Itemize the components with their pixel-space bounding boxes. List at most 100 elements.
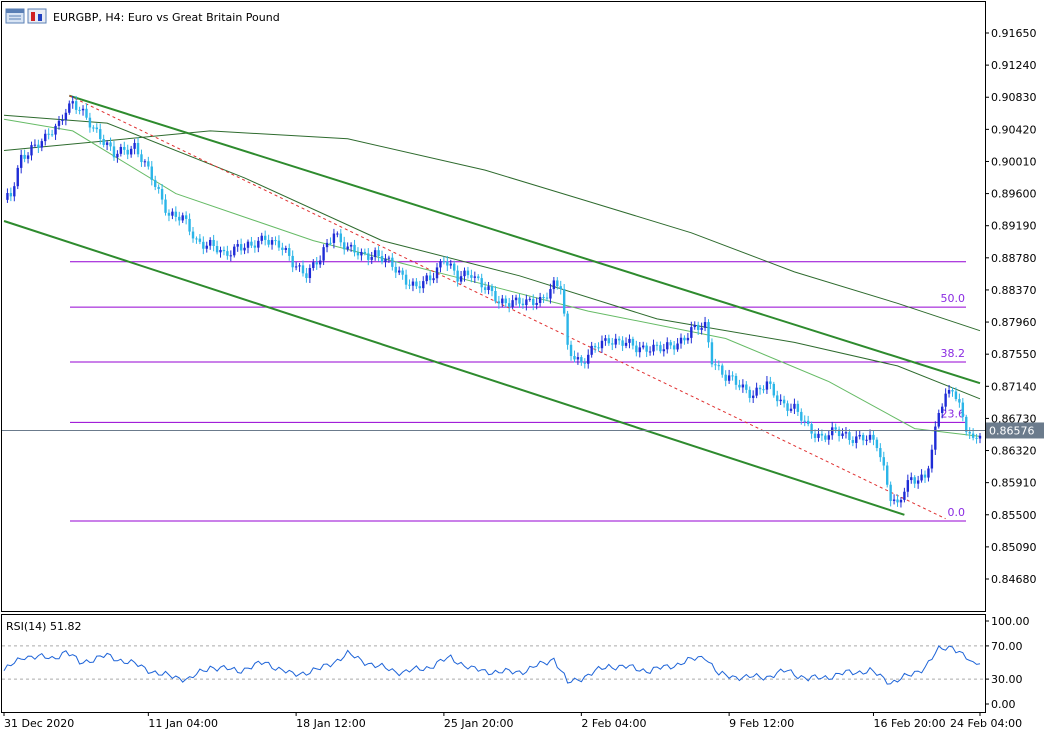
candle-body: [868, 434, 872, 440]
candle-body: [343, 242, 346, 250]
price-label: 0.86730: [991, 412, 1037, 425]
fibonacci-levels: 50.0 38.2 23.6 0.0: [70, 261, 966, 522]
candle-body: [246, 241, 250, 248]
candle-body: [339, 233, 342, 243]
price-label: 0.85090: [991, 541, 1037, 554]
candle-body: [772, 383, 776, 396]
candle-body: [721, 365, 724, 375]
candle-body: [504, 298, 507, 304]
candle-body: [621, 340, 624, 346]
dashed-trend-line: [69, 95, 946, 520]
candle-body: [394, 266, 397, 273]
candle-body: [208, 239, 212, 246]
channel-upper-line: [68, 94, 981, 385]
candle-body: [222, 249, 226, 252]
moving-average-fast: [3, 118, 981, 437]
candle-body: [391, 257, 394, 267]
candle-body: [136, 142, 140, 155]
candle-body: [154, 179, 157, 187]
candle-body: [140, 154, 143, 163]
time-label: 16 Feb 20:00: [873, 717, 945, 730]
candle-body: [501, 298, 504, 304]
candle-body: [951, 390, 954, 392]
candle-body: [569, 344, 573, 357]
candle-body: [717, 365, 721, 367]
candle-body: [831, 427, 834, 436]
candle-body: [724, 374, 727, 381]
candle-body: [480, 278, 483, 288]
candle-body: [930, 449, 934, 469]
candle-body: [696, 324, 700, 330]
candle-body: [57, 120, 61, 126]
candle-body: [116, 153, 119, 158]
candle-body: [195, 238, 198, 240]
candle-body: [452, 263, 456, 271]
candle-body: [47, 133, 50, 135]
candle-body: [947, 390, 951, 394]
current-price-box: [986, 422, 1044, 439]
candle-body: [301, 265, 305, 274]
rsi-axis-label: 30.00: [991, 673, 1023, 686]
chart-title: EURGBP, H4: Euro vs Great Britain Pound: [53, 11, 280, 24]
candle-body: [99, 129, 102, 140]
fib-level-label: 23.6: [941, 407, 966, 420]
candle-body: [267, 239, 270, 245]
candle-body: [487, 286, 490, 291]
candle-body: [370, 256, 373, 260]
candle-body: [961, 402, 965, 417]
candle-body: [965, 416, 968, 432]
candle-body: [738, 384, 741, 388]
candle-body: [37, 144, 40, 148]
candle-body: [294, 266, 298, 268]
candle-body: [786, 403, 789, 411]
candle-body: [288, 248, 291, 256]
candle-body: [387, 257, 391, 259]
candle-body: [758, 387, 762, 390]
candle-body: [191, 231, 195, 239]
candle-body: [50, 134, 54, 136]
candle-body: [745, 384, 748, 390]
candle-body: [971, 433, 975, 438]
candle-body: [215, 245, 219, 253]
chart-type-icon[interactable]: [27, 8, 47, 24]
candle-body: [886, 465, 889, 485]
candle-body: [105, 142, 109, 145]
candle-body: [133, 142, 136, 149]
candle-body: [975, 437, 978, 439]
candle-body: [363, 251, 367, 254]
candle-body: [875, 439, 879, 449]
candle-body: [40, 141, 44, 148]
candle-body: [318, 260, 322, 265]
candle-body: [150, 166, 153, 180]
candle-body: [734, 375, 738, 385]
candle-body: [473, 276, 477, 278]
time-label: 25 Jan 20:00: [444, 717, 514, 730]
candle-body: [373, 250, 377, 257]
candle-body: [384, 258, 387, 263]
candle-body: [906, 480, 910, 492]
candle-body: [143, 161, 147, 163]
candle-body: [607, 338, 611, 344]
candle-body: [755, 387, 758, 396]
candle-body: [882, 457, 885, 466]
candle-body: [459, 276, 463, 282]
candle-body: [463, 270, 466, 277]
candle-body: [291, 255, 294, 268]
candle-body: [233, 246, 236, 256]
candle-body: [824, 435, 827, 440]
candle-body: [507, 303, 511, 307]
candle-body: [628, 338, 631, 343]
candle-body: [446, 261, 449, 266]
candle-body: [927, 468, 930, 478]
candle-body: [841, 433, 844, 437]
candle-body: [597, 347, 600, 349]
candle-body: [470, 275, 473, 278]
candle-body: [624, 342, 628, 346]
candle-body: [212, 239, 215, 246]
price-label: 0.90010: [991, 155, 1037, 168]
candle-body: [23, 154, 26, 159]
candle-body: [562, 289, 566, 314]
candle-body: [270, 240, 274, 245]
chart-window-icon[interactable]: [5, 8, 25, 24]
price-label: 0.89190: [991, 220, 1037, 233]
